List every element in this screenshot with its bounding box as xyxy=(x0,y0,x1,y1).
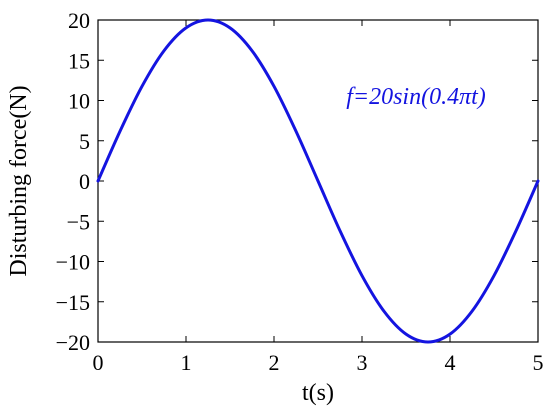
x-tick-labels: 0 1 2 3 4 5 xyxy=(93,350,544,375)
x-tick-label: 3 xyxy=(357,350,368,375)
y-tick-label: −5 xyxy=(67,209,90,234)
formula-annotation: f=20sin(0.4πt) xyxy=(346,84,486,110)
x-tick-label: 2 xyxy=(269,350,280,375)
x-tick-label: 5 xyxy=(533,350,544,375)
y-tick-label: 15 xyxy=(68,48,90,73)
y-tick-label: −10 xyxy=(56,250,90,275)
x-tick-label: 4 xyxy=(445,350,456,375)
y-tick-label: −15 xyxy=(56,290,90,315)
tick-marks xyxy=(97,19,539,343)
y-tick-label: 20 xyxy=(68,8,90,33)
y-tick-label: −20 xyxy=(56,330,90,355)
x-axis-title: t(s) xyxy=(302,380,334,406)
y-tick-label: 0 xyxy=(79,169,90,194)
y-tick-labels: −20 −15 −10 −5 0 5 10 15 20 xyxy=(56,8,90,355)
y-tick-label: 5 xyxy=(79,129,90,154)
x-tick-label: 1 xyxy=(181,350,192,375)
series-line xyxy=(96,18,540,344)
x-tick-label: 0 xyxy=(93,350,104,375)
y-tick-label: 10 xyxy=(68,89,90,114)
y-axis-title: Disturbing force(N) xyxy=(6,85,32,276)
